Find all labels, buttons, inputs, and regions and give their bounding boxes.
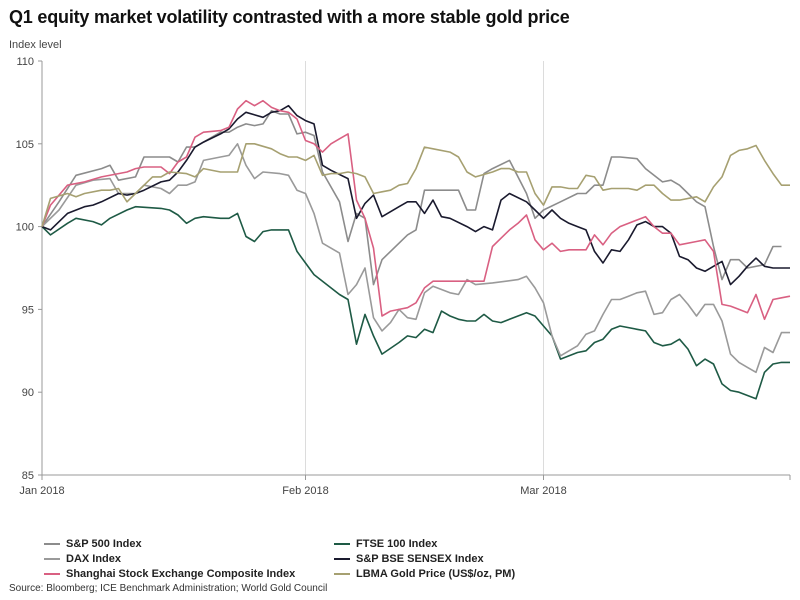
legend-item: DAX Index [44, 553, 121, 565]
series-line-shanghai-stock-exchange-composite-index [41, 99, 791, 321]
legend-item: FTSE 100 Index [334, 538, 437, 550]
legend-label: FTSE 100 Index [356, 538, 438, 550]
y-tick-label: 105 [16, 139, 34, 151]
y-tick-label: 100 [16, 222, 34, 234]
series-line-s-p-500-index [41, 109, 782, 286]
legend-item: LBMA Gold Price (US$/oz, PM) [334, 568, 515, 580]
line-chart: 85 90 95 100 105 110 Jan 2018 Feb 2018 Mar 2018 [16, 56, 791, 497]
legend-label: S&P BSE SENSEX Index [356, 553, 484, 565]
y-tick-label: 85 [22, 470, 34, 482]
x-tick-label: Mar 2018 [520, 485, 566, 497]
y-axis-label: Index level [9, 39, 62, 51]
legend-item: Shanghai Stock Exchange Composite Index [44, 568, 295, 580]
x-tick-label: Feb 2018 [282, 485, 328, 497]
series-layer [41, 99, 791, 400]
legend-swatch [44, 573, 60, 575]
legend-swatch [334, 573, 350, 575]
series-line-ftse-100-index [41, 205, 790, 400]
legend-swatch [334, 558, 350, 560]
source-note: Source: Bloomberg; ICE Benchmark Adminis… [9, 583, 328, 594]
legend-label: DAX Index [66, 553, 122, 565]
series-line-lbma-gold-price-us-oz-pm [41, 143, 790, 227]
series-line-dax-index [41, 143, 790, 374]
legend-swatch [334, 543, 350, 545]
legend-label: LBMA Gold Price (US$/oz, PM) [356, 568, 516, 580]
legend-label: Shanghai Stock Exchange Composite Index [66, 568, 296, 580]
legend-item: S&P 500 Index [44, 538, 142, 550]
series-line-s-p-bse-sensex-index [41, 104, 790, 286]
y-tick-label: 95 [22, 304, 34, 316]
legend-item: S&P BSE SENSEX Index [334, 553, 484, 565]
chart-title: Q1 equity market volatility contrasted w… [9, 7, 570, 27]
legend-swatch [44, 558, 60, 560]
axis-layer: 85 90 95 100 105 110 Jan 2018 Feb 2018 Mar 2018 [16, 56, 791, 497]
y-tick-label: 90 [22, 387, 34, 399]
legend-label: S&P 500 Index [66, 538, 142, 550]
y-tick-label: 110 [16, 56, 34, 68]
x-tick-label: Jan 2018 [19, 485, 64, 497]
grid-layer [305, 61, 544, 475]
legend-swatch [44, 543, 60, 545]
